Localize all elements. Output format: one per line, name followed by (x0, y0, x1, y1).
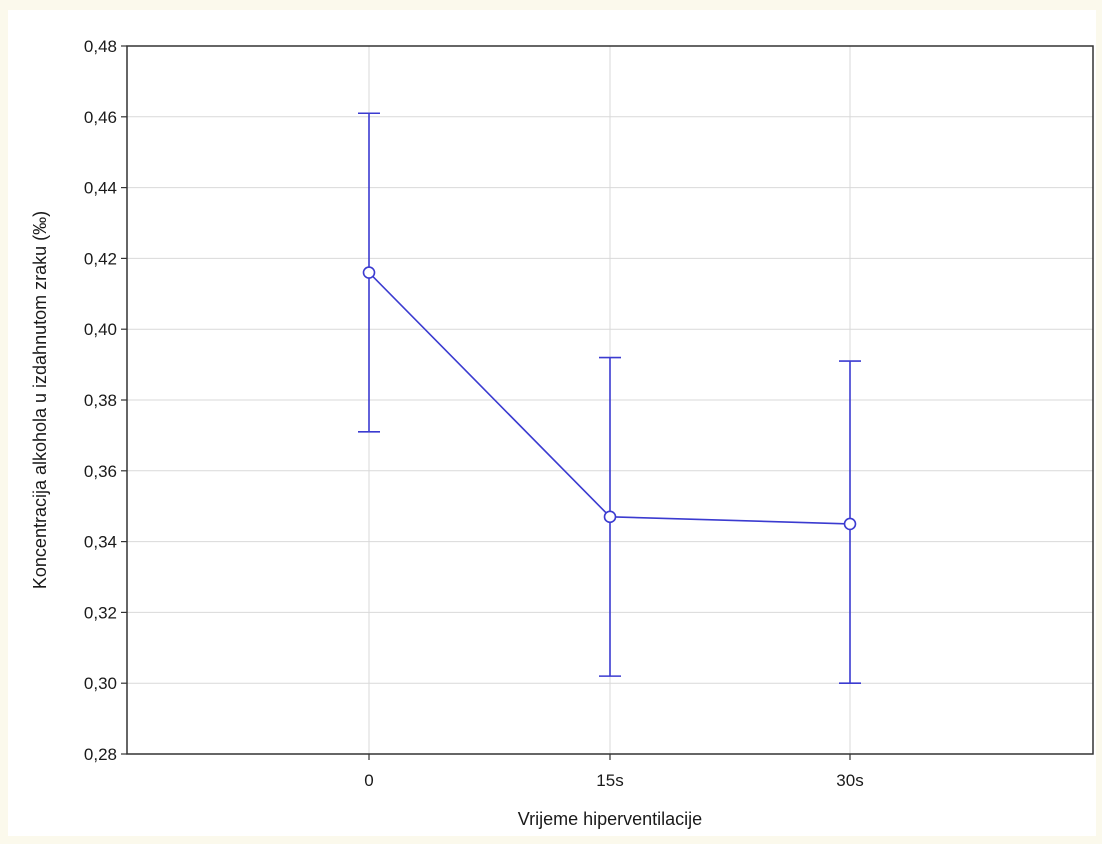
x-tick-label: 0 (364, 771, 373, 790)
x-tick-label: 15s (596, 771, 623, 790)
chart-frame: 0,28 0,30 0,32 0,34 0,36 0,38 0,40 0,42 0,44 0,46… (8, 10, 1096, 836)
y-tick-label: 0,46 (84, 108, 117, 127)
y-axis-ticks: 0,28 0,30 0,32 0,34 0,36 0,38 0,40 0,42 0,44 0,46… (84, 37, 127, 764)
y-tick-label: 0,34 (84, 533, 117, 552)
series-layer (358, 112, 861, 685)
chart-svg: 0,28 0,30 0,32 0,34 0,36 0,38 0,40 0,42 0,44 0,46… (30, 37, 1094, 829)
data-point (362, 266, 376, 279)
y-tick-label: 0,38 (84, 391, 117, 410)
data-point (843, 517, 857, 531)
x-tick-label: 30s (836, 771, 863, 790)
data-point (603, 510, 617, 524)
y-tick-label: 0,36 (84, 462, 117, 481)
x-axis-title: Vrijeme hiperventilacije (518, 809, 702, 829)
y-tick-label: 0,48 (84, 37, 117, 56)
y-tick-label: 0,28 (84, 745, 117, 764)
y-tick-label: 0,44 (84, 179, 117, 198)
y-axis-title: Koncentracija alkohola u izdahnutom zrak… (30, 211, 50, 589)
y-tick-label: 0,40 (84, 320, 117, 339)
y-tick-label: 0,42 (84, 249, 117, 268)
x-axis-ticks: 0 15s 30s (364, 754, 864, 790)
y-tick-label: 0,32 (84, 603, 117, 622)
y-tick-label: 0,30 (84, 674, 117, 693)
